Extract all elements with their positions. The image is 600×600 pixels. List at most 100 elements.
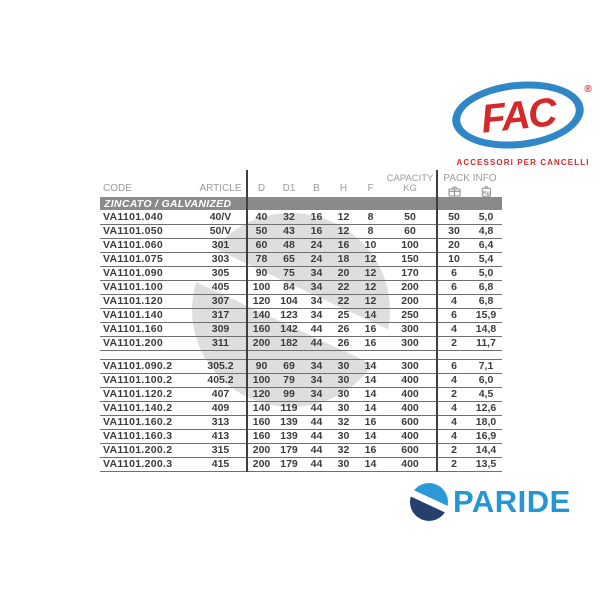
column-header-capacity: CAPACITY KG — [384, 170, 438, 197]
table-row: VA1101.090 305 90 75 34 20 12 170 6 5,0 — [100, 266, 502, 281]
cell-code: VA1101.120 — [100, 294, 195, 309]
table-row: VA1101.140.2 409 140 119 44 30 14 400 4 12,6 — [100, 401, 502, 416]
cell-d1: 69 — [275, 359, 303, 374]
cell-h: 30 — [330, 373, 357, 388]
cell-d: 200 — [247, 457, 275, 472]
section-band-fill — [437, 197, 502, 210]
cell-article: 305.2 — [195, 359, 248, 374]
table-row: VA1101.040 40/V 40 32 16 12 8 50 50 5,0 — [100, 210, 502, 225]
cell-h: 18 — [330, 252, 357, 267]
cell-article: 407 — [195, 387, 248, 402]
cell-capacity_kg: 170 — [384, 266, 438, 281]
cell-f: 12 — [357, 294, 384, 309]
spacer-cell — [100, 350, 248, 360]
cell-capacity_kg: 600 — [384, 415, 438, 430]
cell-b: 44 — [303, 415, 330, 430]
cell-pack_kg: 5,0 — [470, 210, 502, 225]
table-header-row: CODE ARTICLE D D1 B H F CAPACITY KG PACK… — [100, 170, 502, 197]
cell-pack_qty: 20 — [437, 238, 470, 253]
cell-h: 26 — [330, 336, 357, 351]
cell-d1: 179 — [275, 457, 303, 472]
section-band-fill — [247, 197, 438, 210]
section-band-row: ZINCATO / GALVANIZED — [100, 197, 502, 210]
column-header-b: B — [313, 183, 320, 194]
cell-capacity_kg: 300 — [384, 336, 438, 351]
kg-weight-icon: Kg — [481, 186, 492, 197]
table-row: VA1101.120 307 120 104 34 22 12 200 4 6,8 — [100, 294, 502, 309]
cell-h: 32 — [330, 415, 357, 430]
cell-f: 12 — [357, 280, 384, 295]
cell-b: 44 — [303, 336, 330, 351]
table-row: VA1101.060 301 60 48 24 16 10 100 20 6,4 — [100, 238, 502, 253]
cell-b: 34 — [303, 280, 330, 295]
cell-pack_qty: 10 — [437, 252, 470, 267]
cell-h: 30 — [330, 401, 357, 416]
cell-article: 409 — [195, 401, 248, 416]
product-table: CODE ARTICLE D D1 B H F CAPACITY KG PACK… — [100, 170, 502, 472]
cell-d: 160 — [247, 415, 275, 430]
spacer-cell — [247, 350, 438, 360]
table-row: VA1101.160.2 313 160 139 44 32 16 600 4 18,0 — [100, 415, 502, 430]
cell-f: 16 — [357, 322, 384, 337]
table-row: VA1101.200 311 200 182 44 26 16 300 2 11,7 — [100, 336, 502, 351]
cell-d1: 123 — [275, 308, 303, 323]
cell-article: 40/V — [195, 210, 248, 225]
cell-f: 14 — [357, 359, 384, 374]
cell-article: 311 — [195, 336, 248, 351]
section-spacer-row — [100, 350, 502, 360]
cell-pack_kg: 6,8 — [470, 280, 502, 295]
cell-b: 34 — [303, 266, 330, 281]
cell-capacity_kg: 300 — [384, 322, 438, 337]
cell-f: 10 — [357, 238, 384, 253]
cell-article: 309 — [195, 322, 248, 337]
cell-code: VA1101.100.2 — [100, 373, 195, 388]
cell-pack_kg: 6,0 — [470, 373, 502, 388]
cell-d1: 182 — [275, 336, 303, 351]
cell-d1: 139 — [275, 415, 303, 430]
cell-d1: 43 — [275, 224, 303, 239]
cell-capacity_kg: 100 — [384, 238, 438, 253]
cell-d1: 179 — [275, 443, 303, 458]
cell-b: 16 — [303, 224, 330, 239]
fac-logo: FAC ® ACCESSORI PER CANCELLI — [448, 78, 598, 167]
cell-d1: 32 — [275, 210, 303, 225]
table-row: VA1101.100 405 100 84 34 22 12 200 6 6,8 — [100, 280, 502, 295]
cell-code: VA1101.160.3 — [100, 429, 195, 444]
cell-capacity_kg: 60 — [384, 224, 438, 239]
cell-h: 22 — [330, 280, 357, 295]
table-row: VA1101.090.2 305.2 90 69 34 30 14 300 6 7,1 — [100, 359, 502, 374]
paride-logo: PARIDE — [410, 483, 571, 521]
cell-b: 34 — [303, 294, 330, 309]
cell-pack_qty: 4 — [437, 373, 470, 388]
cell-pack_kg: 15,9 — [470, 308, 502, 323]
table-row: VA1101.200.2 315 200 179 44 32 16 600 2 14,4 — [100, 443, 502, 458]
cell-pack_kg: 7,1 — [470, 359, 502, 374]
cell-d: 200 — [247, 336, 275, 351]
cell-pack_kg: 14,4 — [470, 443, 502, 458]
cell-pack_kg: 13,5 — [470, 457, 502, 472]
cell-capacity_kg: 50 — [384, 210, 438, 225]
cell-h: 30 — [330, 429, 357, 444]
cell-capacity_kg: 300 — [384, 359, 438, 374]
cell-code: VA1101.160.2 — [100, 415, 195, 430]
svg-text:Kg: Kg — [483, 190, 490, 196]
cell-code: VA1101.160 — [100, 322, 195, 337]
cell-capacity_kg: 400 — [384, 373, 438, 388]
cell-f: 14 — [357, 457, 384, 472]
cell-h: 30 — [330, 359, 357, 374]
cell-d: 160 — [247, 322, 275, 337]
cell-h: 12 — [330, 210, 357, 225]
cell-pack_qty: 4 — [437, 401, 470, 416]
cell-d1: 48 — [275, 238, 303, 253]
cell-capacity_kg: 200 — [384, 280, 438, 295]
cell-pack_qty: 4 — [437, 322, 470, 337]
cell-h: 30 — [330, 387, 357, 402]
fac-logo-text: FAC — [479, 90, 560, 142]
column-header-code: CODE — [103, 183, 132, 194]
cell-d: 90 — [247, 266, 275, 281]
cell-d: 78 — [247, 252, 275, 267]
cell-pack_qty: 2 — [437, 336, 470, 351]
cell-article: 303 — [195, 252, 248, 267]
cell-code: VA1101.140.2 — [100, 401, 195, 416]
cell-d1: 79 — [275, 373, 303, 388]
